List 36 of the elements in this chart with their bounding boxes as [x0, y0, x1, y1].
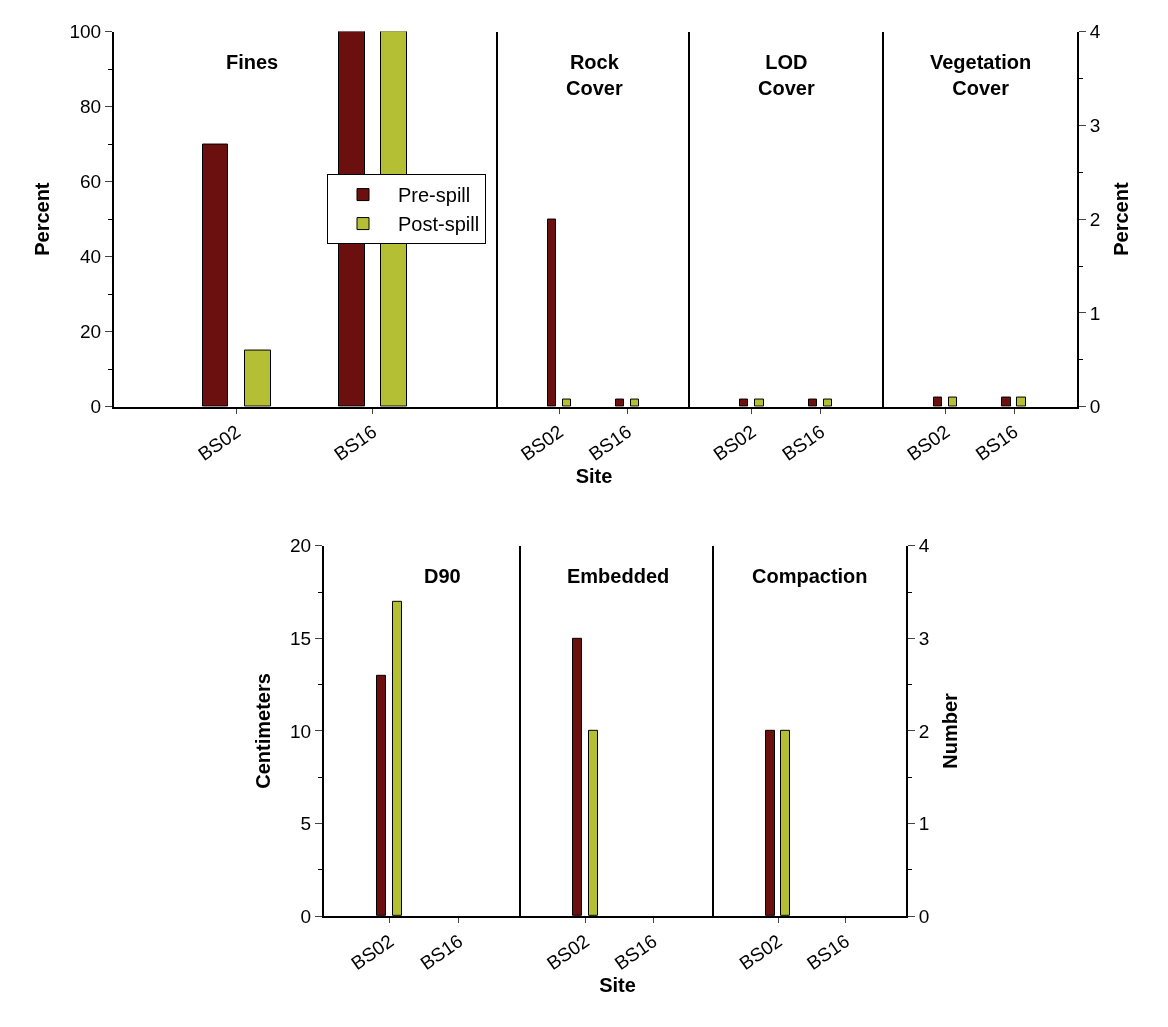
y-axis-title: Centimeters	[252, 673, 275, 789]
text: D90	[424, 565, 461, 587]
y-tick-label: 1	[918, 813, 930, 835]
y-tick-label: 0	[90, 396, 102, 418]
y-tick-label: 3	[1089, 114, 1101, 136]
text: Fines	[226, 51, 279, 73]
y-tick-label: 1	[1089, 302, 1101, 324]
text: Rock Cover	[566, 51, 623, 99]
text: Compaction	[752, 565, 868, 587]
y-tick-label: 5	[300, 813, 312, 835]
y-tick-label: 15	[290, 628, 312, 650]
y-tick-label: 3	[918, 628, 930, 650]
y-tick-label: 0	[1089, 396, 1101, 418]
y-tick-label: 4	[1089, 21, 1101, 43]
y-tick-label: 100	[69, 21, 102, 43]
text: Embedded	[567, 565, 670, 587]
text: LOD Cover	[758, 51, 815, 99]
y-tick-label: 0	[300, 905, 312, 927]
y-tick-label: 60	[80, 171, 102, 193]
y-axis-title: Percent	[31, 182, 54, 256]
y-tick-label: 2	[1089, 208, 1101, 230]
y-tick-label: 80	[80, 96, 102, 118]
y-tick-label: 20	[290, 535, 312, 557]
x-axis-title: Site	[575, 464, 613, 487]
legend-label: Post-spill	[398, 213, 480, 236]
x-axis-title: Site	[599, 974, 636, 997]
y-tick-label: 10	[290, 720, 312, 742]
y-tick-label: 0	[918, 905, 930, 927]
text: Vegetation Cover	[930, 51, 1032, 99]
legend-label: Pre-spill	[398, 184, 471, 207]
y-tick-label: 40	[80, 246, 102, 268]
y-tick-label: 20	[80, 321, 102, 343]
y-tick-label: 4	[918, 535, 930, 557]
y-axis-title: Percent	[1109, 182, 1132, 256]
y-tick-label: 2	[918, 720, 930, 742]
y-axis-title: Number	[938, 692, 961, 769]
